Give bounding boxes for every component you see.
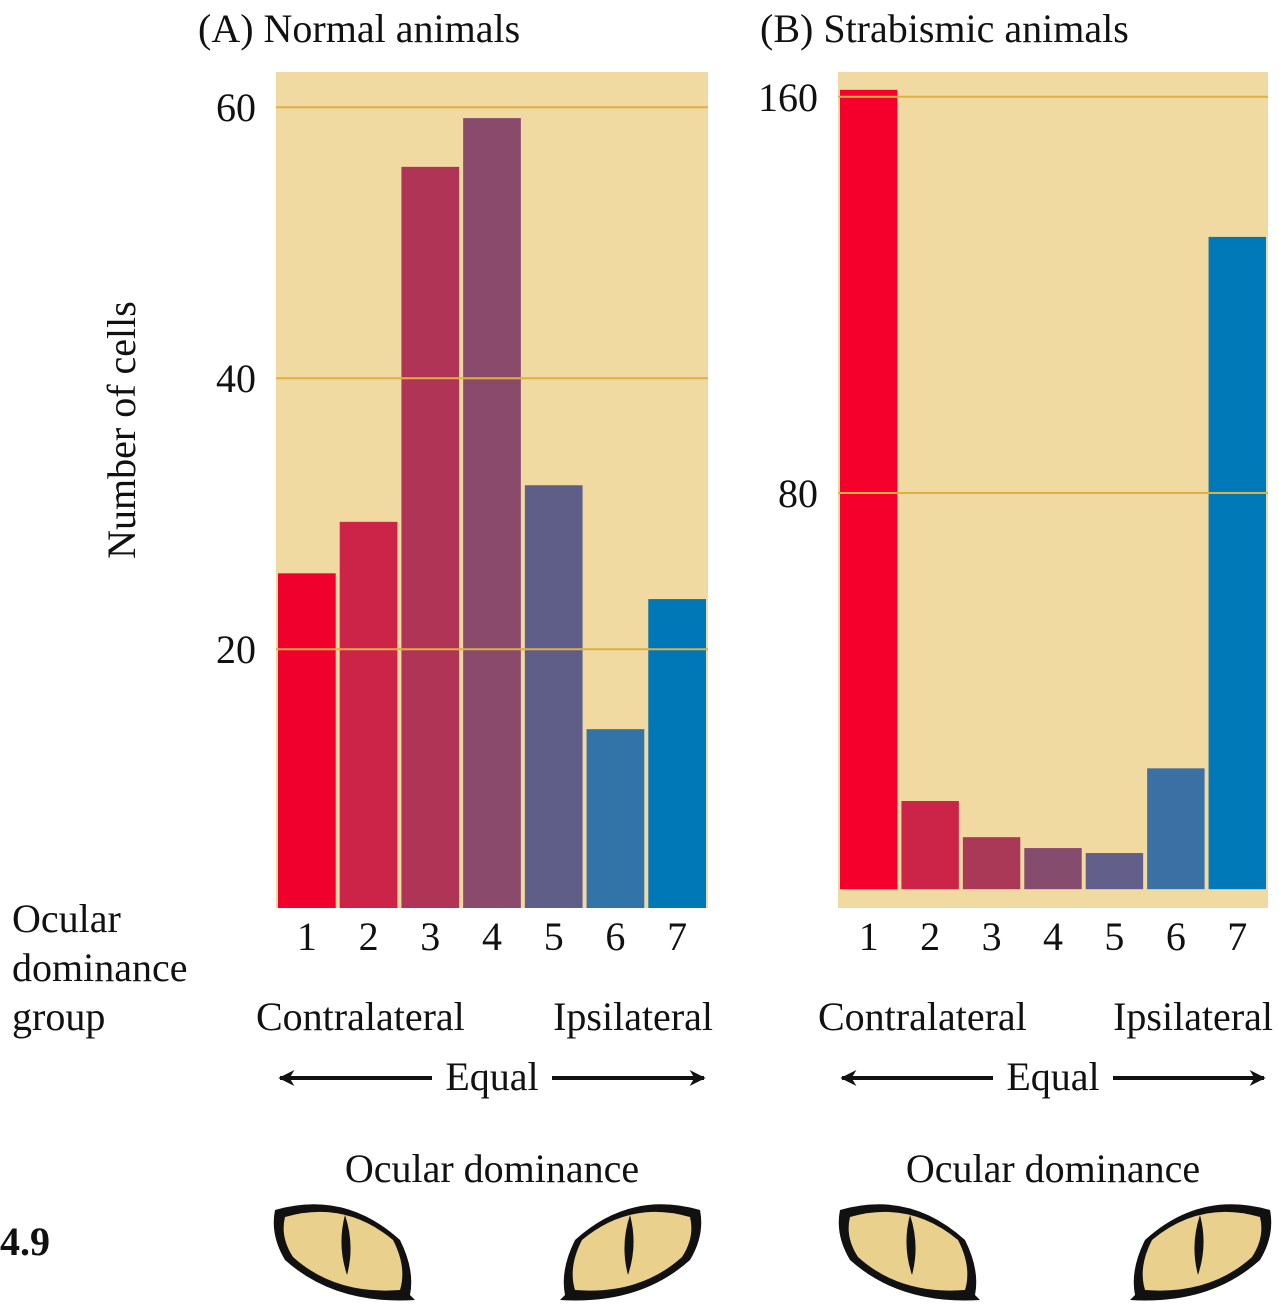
panel-title: (B) Strabismic animals xyxy=(760,6,1129,51)
bar xyxy=(586,729,645,908)
x-tick-label: 6 xyxy=(1166,914,1186,959)
bar xyxy=(648,599,706,908)
y-tick-label: 160 xyxy=(758,75,818,120)
bar xyxy=(1147,768,1205,890)
x-tick-label: 3 xyxy=(982,914,1002,959)
annotation: Ipsilateral xyxy=(1113,994,1273,1039)
figure-label: 4.9 xyxy=(0,1219,50,1264)
annotation: Ocular dominance xyxy=(345,1146,639,1191)
bar xyxy=(524,485,583,908)
annotation: Ocular dominance xyxy=(906,1146,1200,1191)
x-tick-label: 6 xyxy=(605,914,625,959)
x-tick-label: 7 xyxy=(1227,914,1247,959)
annotation: Equal xyxy=(445,1054,538,1099)
bar xyxy=(1085,853,1144,890)
y-tick-label: 40 xyxy=(216,356,256,401)
x-tick-label: 4 xyxy=(482,914,502,959)
bar xyxy=(840,89,898,890)
x-tick-label: 5 xyxy=(544,914,564,959)
x-tick-label: 5 xyxy=(1104,914,1124,959)
bar xyxy=(962,837,1021,890)
group-label: Ocular xyxy=(12,896,121,941)
x-tick-label: 3 xyxy=(420,914,440,959)
bar xyxy=(401,166,460,909)
bar xyxy=(901,801,959,890)
x-tick-label: 2 xyxy=(920,914,940,959)
bar xyxy=(339,521,398,908)
eye-icon xyxy=(560,1204,702,1301)
bar xyxy=(278,573,336,908)
eye-icon xyxy=(838,1204,980,1301)
bar xyxy=(463,118,521,909)
x-tick-label: 1 xyxy=(859,914,879,959)
x-tick-label: 1 xyxy=(297,914,317,959)
y-tick-label: 80 xyxy=(778,471,818,516)
group-label: dominance xyxy=(12,945,188,990)
x-tick-label: 7 xyxy=(667,914,687,959)
annotation: Ipsilateral xyxy=(553,994,713,1039)
x-tick-label: 4 xyxy=(1043,914,1063,959)
group-label: group xyxy=(12,994,105,1039)
y-tick-label: 20 xyxy=(216,627,256,672)
bar xyxy=(1024,848,1082,890)
eye-icon xyxy=(273,1204,415,1301)
panel-title: (A) Normal animals xyxy=(198,6,520,51)
y-tick-label: 60 xyxy=(216,85,256,130)
annotation: Contralateral xyxy=(818,994,1027,1039)
annotation: Equal xyxy=(1006,1054,1099,1099)
bar xyxy=(1208,236,1266,890)
y-axis-label: Number of cells xyxy=(99,301,144,559)
annotation: Contralateral xyxy=(256,994,465,1039)
eye-icon xyxy=(1130,1204,1272,1301)
x-tick-label: 2 xyxy=(359,914,379,959)
